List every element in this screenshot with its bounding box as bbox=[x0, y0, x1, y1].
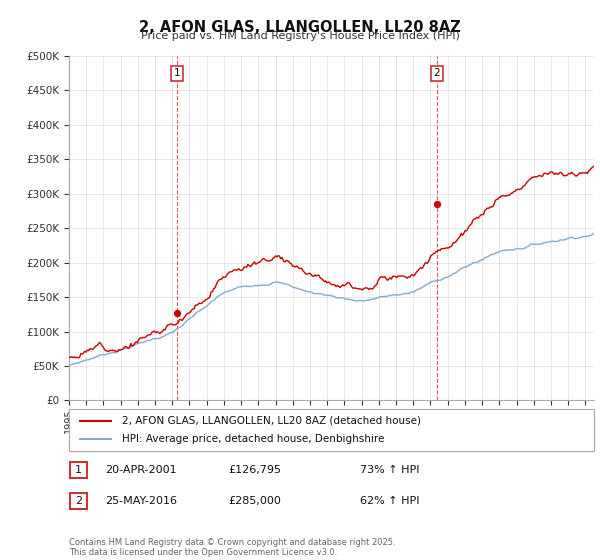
FancyBboxPatch shape bbox=[70, 462, 87, 478]
Text: 1: 1 bbox=[174, 68, 181, 78]
Text: 1: 1 bbox=[75, 465, 82, 475]
Point bbox=[172, 309, 182, 318]
Text: 73% ↑ HPI: 73% ↑ HPI bbox=[360, 465, 419, 475]
Text: 25-MAY-2016: 25-MAY-2016 bbox=[105, 496, 177, 506]
Text: 2: 2 bbox=[434, 68, 440, 78]
Text: 2, AFON GLAS, LLANGOLLEN, LL20 8AZ: 2, AFON GLAS, LLANGOLLEN, LL20 8AZ bbox=[139, 20, 461, 35]
Text: HPI: Average price, detached house, Denbighshire: HPI: Average price, detached house, Denb… bbox=[121, 434, 384, 444]
Text: 2, AFON GLAS, LLANGOLLEN, LL20 8AZ (detached house): 2, AFON GLAS, LLANGOLLEN, LL20 8AZ (deta… bbox=[121, 416, 421, 426]
Text: £126,795: £126,795 bbox=[228, 465, 281, 475]
Text: 2: 2 bbox=[75, 496, 82, 506]
Text: £285,000: £285,000 bbox=[228, 496, 281, 506]
FancyBboxPatch shape bbox=[69, 409, 594, 451]
Text: Contains HM Land Registry data © Crown copyright and database right 2025.
This d: Contains HM Land Registry data © Crown c… bbox=[69, 538, 395, 557]
Text: 20-APR-2001: 20-APR-2001 bbox=[105, 465, 176, 475]
Text: Price paid vs. HM Land Registry's House Price Index (HPI): Price paid vs. HM Land Registry's House … bbox=[140, 31, 460, 41]
FancyBboxPatch shape bbox=[70, 493, 87, 508]
Text: 62% ↑ HPI: 62% ↑ HPI bbox=[360, 496, 419, 506]
Point bbox=[432, 199, 442, 208]
